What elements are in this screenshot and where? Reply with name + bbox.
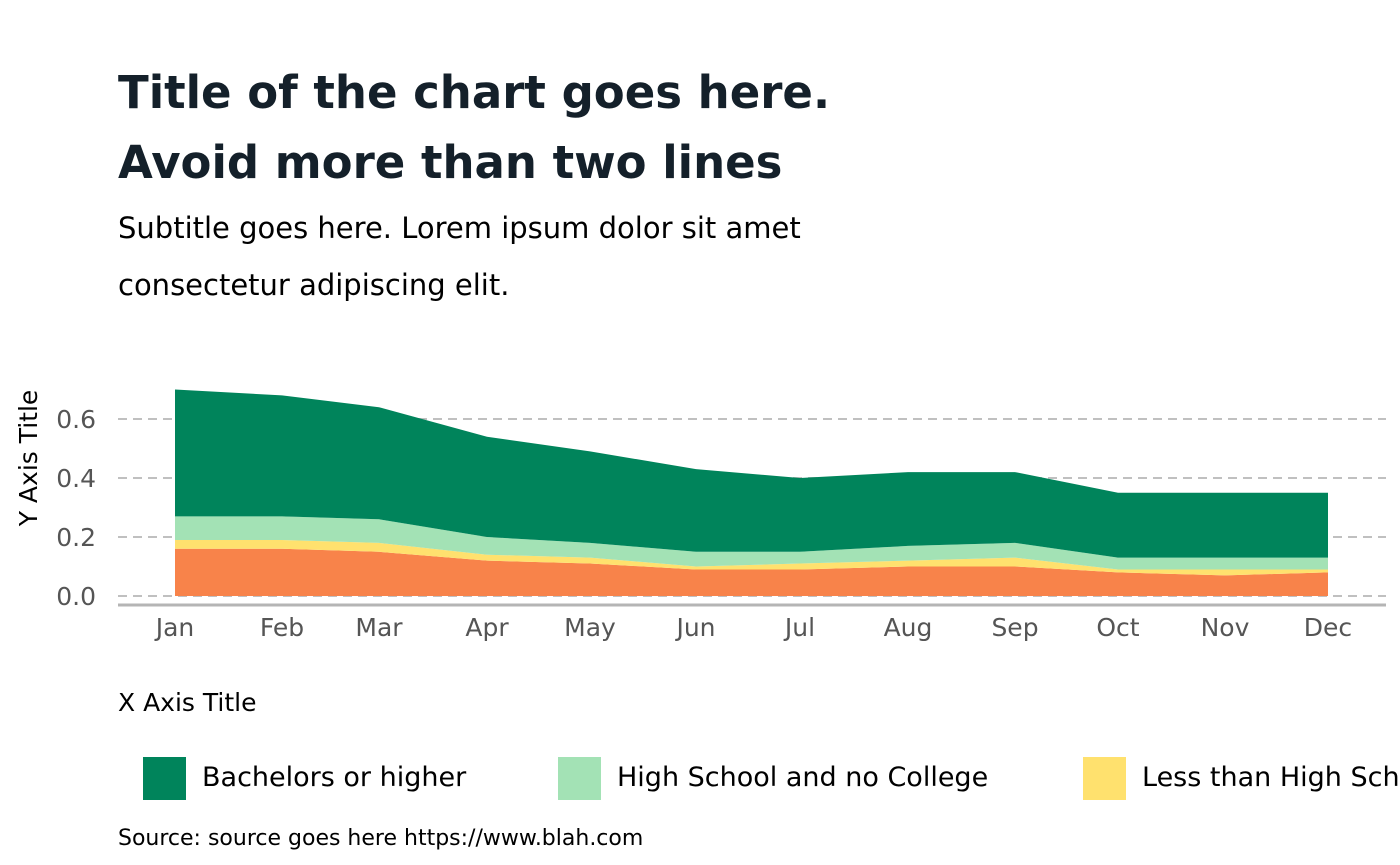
y-tick-label: 0.6 [56,405,96,434]
area-series-2 [175,540,1328,576]
chart-title: Title of the chart goes here. Avoid more… [118,66,831,189]
x-tick-label: Nov [1201,613,1250,642]
y-tick-label: 0.0 [56,582,96,611]
legend-label: Less than High School [1142,762,1400,793]
area-series-4 [175,389,1328,558]
y-tick-label: 0.4 [56,464,96,493]
x-tick-label: Jan [154,613,195,642]
x-tick-label: Oct [1096,613,1139,642]
area-series-3 [175,516,1328,570]
legend-label: High School and no College [617,762,989,793]
y-tick-label: 0.2 [56,523,96,552]
x-tick-label: Jul [783,613,815,642]
x-tick-label: Apr [465,613,509,642]
x-tick-label: Feb [260,613,304,642]
chart-subtitle: Subtitle goes here. Lorem ipsum dolor si… [118,211,801,302]
y-axis-ticks: 0.0 0.2 0.4 0.6 [56,405,96,611]
x-tick-label: Sep [991,613,1038,642]
x-tick-label: Jun [674,613,715,642]
x-tick-label: Mar [355,613,403,642]
y-axis-title: Y Axis Title [14,390,43,528]
source-note: Source: source goes here https://www.bla… [118,826,644,851]
x-axis-ticks: Jan Feb Mar Apr May Jun Jul Aug Sep Oct Nov Dec [154,613,1352,642]
x-tick-label: Dec [1304,613,1352,642]
legend-swatch [143,757,186,800]
legend-swatch [1083,757,1126,800]
legend-swatch [558,757,601,800]
area-series-1 [175,548,1328,596]
legend-label: Bachelors or higher [202,762,467,793]
x-axis-title: X Axis Title [118,688,257,717]
x-tick-label: May [564,613,616,642]
legend: Bachelors or higher High School and no Co… [143,757,1400,801]
area-series [175,389,1328,596]
x-tick-label: Aug [884,613,933,642]
